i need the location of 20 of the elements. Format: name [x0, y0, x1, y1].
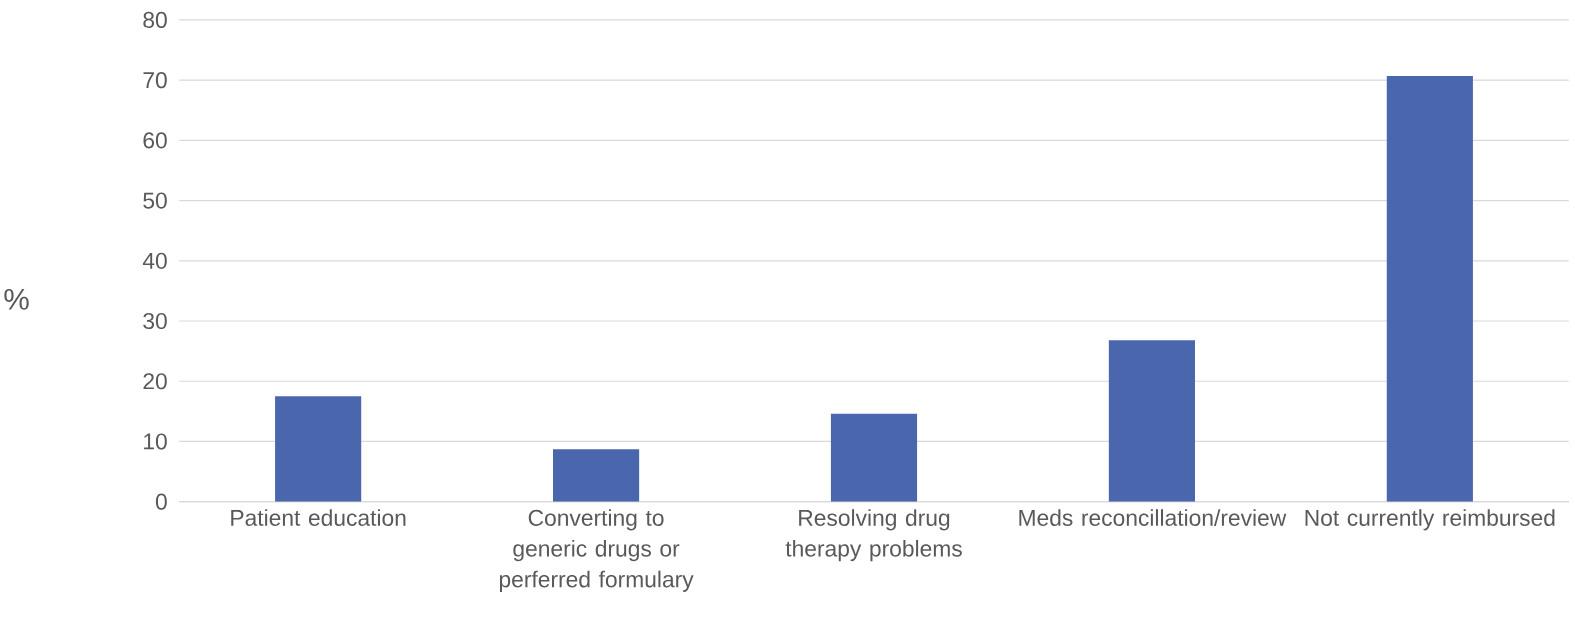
y-tick-label: 30 [143, 312, 167, 330]
bar [552, 449, 640, 502]
y-tick-label: 60 [143, 132, 167, 149]
bar [1108, 340, 1195, 502]
bar [830, 413, 918, 502]
y-tick-label: 10 [144, 433, 167, 450]
x-tick-label: Resolving drug therapy problems [785, 509, 962, 562]
y-tick-label: 80 [143, 11, 167, 28]
x-tick-label: Not currently reimbursed [1305, 509, 1555, 531]
y-tick-label: 70 [143, 72, 167, 89]
y-axis-title: % [4, 288, 29, 310]
x-tick-label: Patient education [231, 509, 406, 526]
bar [275, 396, 362, 502]
y-tick-label: 0 [155, 493, 167, 510]
bar [1386, 75, 1473, 502]
y-tick-label: 50 [143, 192, 167, 209]
y-tick-label: 40 [142, 252, 167, 269]
x-tick-label: Meds reconcillation/review [1019, 509, 1287, 526]
x-tick-label: Converting to generic drugs or perferred formulary [499, 509, 694, 592]
y-tick-label: 20 [143, 373, 167, 390]
